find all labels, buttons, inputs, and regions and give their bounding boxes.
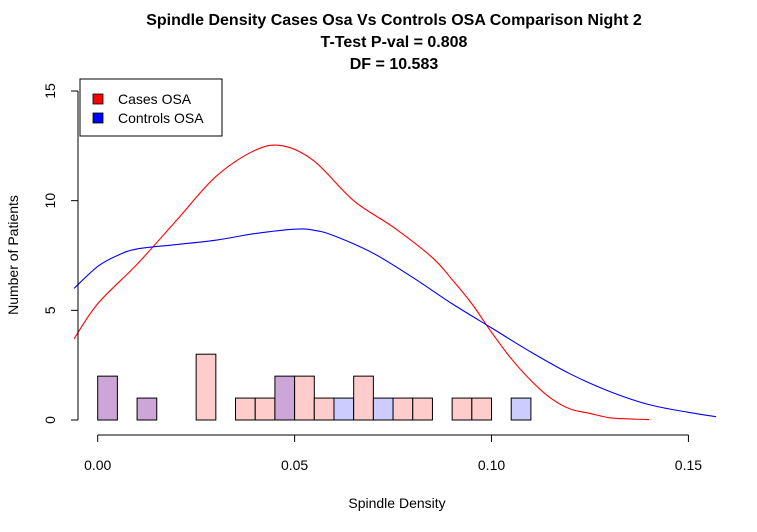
- histogram-bar-1: [136, 397, 158, 421]
- density-curve-cases: [73, 144, 650, 421]
- histogram-bar-15: [510, 397, 532, 421]
- legend-swatch-cases: [92, 93, 104, 105]
- y-tick-label-2: 10: [42, 193, 58, 209]
- legend-label-cases: Cases OSA: [118, 91, 192, 107]
- chart-title-line-3: DF = 10.583: [350, 56, 439, 73]
- chart-title-line-1: Spindle Density Cases Osa Vs Controls OS…: [146, 12, 642, 29]
- chart-title-line-2: T-Test P-val = 0.808: [321, 34, 468, 51]
- histogram-bar-0: [97, 375, 118, 421]
- x-tick-label-1: 0.05: [281, 457, 308, 473]
- histogram-bar-2: [195, 353, 217, 421]
- x-tick-label-0: 0.00: [84, 457, 111, 473]
- histogram-bar-11: [392, 397, 414, 421]
- histogram-bar-8: [333, 397, 355, 421]
- histogram-bar-7: [313, 397, 335, 421]
- x-tick-label-2: 0.10: [478, 457, 505, 473]
- legend: Cases OSA Controls OSA: [79, 78, 223, 137]
- histogram-bar-14: [471, 397, 493, 421]
- chart-title: Spindle Density Cases Osa Vs Controls OS…: [146, 12, 642, 73]
- x-axis-label: Spindle Density: [348, 495, 445, 511]
- legend-label-controls: Controls OSA: [118, 110, 204, 126]
- histogram-bar-13: [451, 397, 473, 421]
- legend-swatch-controls: [92, 112, 104, 124]
- plot-area: [73, 144, 717, 421]
- x-tick-label-3: 0.15: [675, 457, 702, 473]
- legend-box: [79, 78, 223, 137]
- histogram-bar-9: [353, 375, 374, 421]
- histogram-bar-6: [294, 375, 315, 421]
- histogram-bar-3: [235, 397, 256, 421]
- axes: 0.00 0.05 0.10 0.15 0 5 10 15: [42, 83, 702, 473]
- histogram-bar-5: [274, 375, 296, 421]
- density-curve-controls: [73, 228, 717, 418]
- y-tick-label-0: 0: [42, 416, 58, 424]
- histogram-bar-10: [372, 397, 394, 421]
- y-axis-label: Number of Patients: [5, 195, 21, 315]
- histogram-bar-4: [254, 397, 276, 421]
- y-tick-label-1: 5: [42, 306, 58, 314]
- histogram-bar-12: [412, 397, 433, 421]
- y-tick-label-3: 15: [42, 83, 58, 99]
